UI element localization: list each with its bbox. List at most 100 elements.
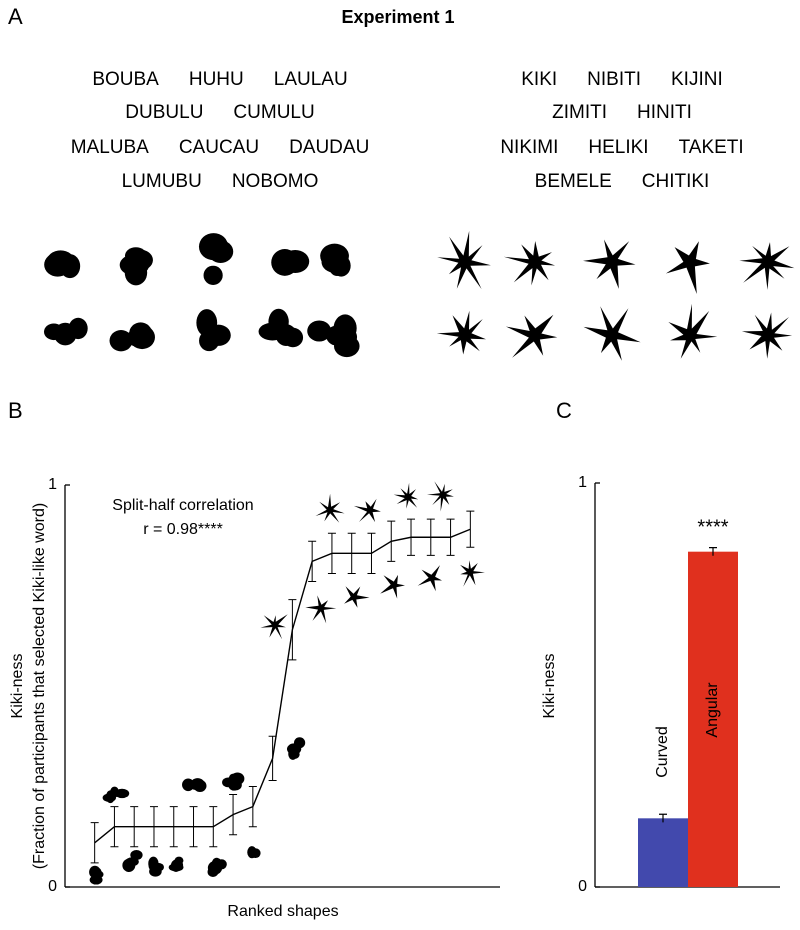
shape-icon: [417, 565, 442, 592]
shape-icon: [102, 786, 130, 804]
shape-icon: [380, 574, 405, 599]
shape-icon: [44, 250, 81, 279]
shape-icon: [168, 856, 184, 872]
shape-icon: [739, 242, 795, 290]
blob-part: [207, 240, 234, 263]
blob-part: [130, 850, 143, 861]
blob-part: [149, 866, 162, 877]
shape-icon: [583, 239, 636, 289]
shape-icon: [43, 317, 88, 346]
blob-part: [203, 265, 223, 285]
shape-icon: [583, 306, 641, 361]
blob-part: [290, 749, 300, 759]
word: TAKETI: [679, 137, 744, 158]
line: [94, 528, 471, 844]
word: BEMELE: [535, 171, 612, 192]
shape-icon: [258, 308, 304, 348]
blob-part: [277, 250, 297, 275]
blob-part: [114, 788, 130, 799]
error-bar: [367, 532, 376, 574]
shape-icon: [109, 322, 155, 352]
blob-part: [102, 793, 117, 802]
error-bar: [189, 806, 198, 848]
error-bar: [426, 518, 435, 556]
word: KIKI: [521, 69, 557, 90]
blob-part: [333, 314, 357, 343]
error-bar: [347, 532, 356, 574]
blob-part: [320, 249, 343, 267]
shape-icon: [320, 243, 351, 277]
word: NIBITI: [587, 69, 641, 90]
blob-part: [182, 778, 195, 792]
error-bar: [466, 510, 475, 548]
x-axis-label: Ranked shapes: [227, 903, 338, 920]
blob-part: [109, 330, 133, 352]
annotation: r = 0.98****: [143, 521, 223, 538]
y-tick-label: 1: [48, 476, 57, 493]
shape-icon: [353, 498, 381, 523]
shape-icon: [503, 241, 556, 286]
error-bar: [387, 520, 396, 562]
word: CUMULU: [233, 102, 314, 123]
y-axis-label: (Fraction of participants that selected …: [31, 503, 48, 869]
word: MALUBA: [71, 137, 149, 158]
shape-icon: [393, 482, 419, 509]
category-label: Angular: [704, 682, 721, 738]
word: ZIMITI: [552, 102, 607, 123]
blob-part: [307, 320, 332, 342]
shape-icon: [427, 481, 454, 512]
error-bar: [659, 813, 667, 823]
panel-label: A: [8, 4, 23, 29]
shape-icon: [198, 233, 234, 285]
shape-icon: [89, 865, 104, 885]
shape-icon: [305, 595, 337, 624]
shape-icon: [668, 303, 718, 359]
annotation: Split-half correlation: [112, 497, 253, 514]
error-bar: [149, 806, 158, 848]
word: DUBULU: [125, 102, 203, 123]
blob-part: [170, 862, 183, 871]
y-axis-label: Kiki-ness: [9, 654, 26, 719]
panel-label: C: [556, 398, 572, 423]
bar: [638, 818, 688, 887]
shape-icon: [271, 249, 310, 276]
shape-icon: [182, 778, 207, 793]
word: KIJINI: [671, 69, 723, 90]
error-bar: [446, 518, 455, 556]
error-bar: [130, 806, 139, 848]
word: BOUBA: [92, 69, 159, 90]
error-bar: [268, 735, 277, 781]
y-tick-label: 0: [48, 878, 57, 895]
shape-icon: [741, 312, 793, 359]
shape-icon: [119, 247, 153, 286]
blob-part: [93, 870, 104, 879]
shape-icon: [344, 586, 370, 608]
shape-icon: [222, 772, 245, 791]
shape-icon: [460, 560, 485, 587]
error-bar: [169, 806, 178, 848]
blob-part: [250, 848, 261, 857]
error-bar: [308, 540, 317, 582]
shape-icon: [436, 310, 486, 355]
blob-part: [228, 781, 240, 791]
word: HELIKI: [588, 137, 648, 158]
blob-part: [129, 322, 153, 345]
error-bar: [209, 806, 218, 848]
error-bar: [288, 599, 297, 661]
blob-part: [206, 324, 231, 346]
word: NIKIMI: [500, 137, 558, 158]
error-bar: [229, 794, 238, 836]
error-bar: [90, 822, 99, 864]
shape-icon: [122, 850, 143, 872]
word: CHITIKI: [642, 171, 710, 192]
word: HINITI: [637, 102, 692, 123]
panel-title: Experiment 1: [341, 7, 454, 27]
y-tick-label: 1: [578, 474, 587, 491]
blob-part: [59, 254, 81, 279]
shape-icon: [260, 614, 288, 640]
shape-icon: [207, 857, 227, 878]
blob-part: [53, 322, 77, 346]
shape-icon: [665, 241, 710, 294]
word: HUHU: [189, 69, 244, 90]
